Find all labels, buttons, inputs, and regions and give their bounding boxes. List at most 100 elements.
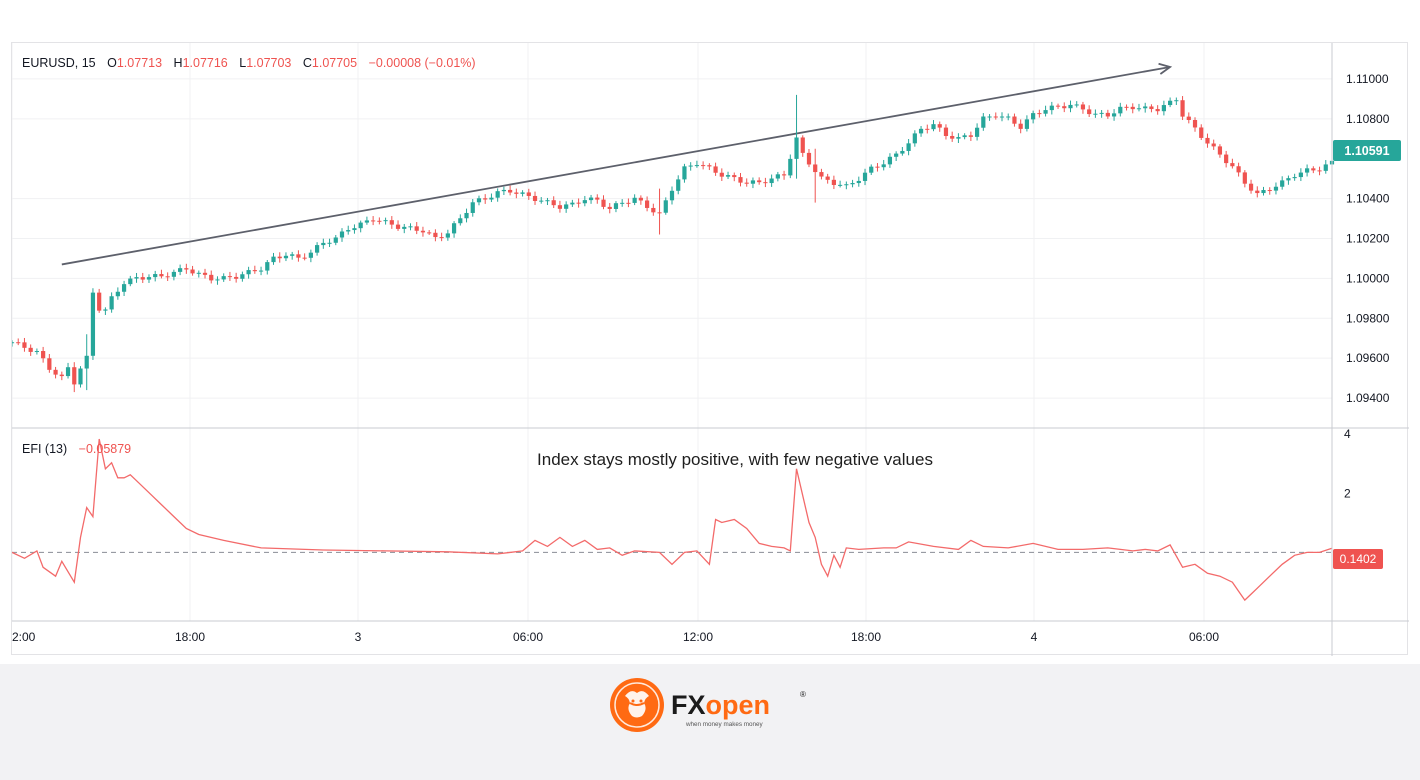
candle-body bbox=[1093, 113, 1098, 115]
candle-body bbox=[912, 133, 917, 144]
efi-legend: EFI (13) −0.05879 bbox=[22, 442, 131, 456]
candle-body bbox=[1180, 100, 1185, 117]
candle-body bbox=[352, 228, 357, 231]
candle-body bbox=[520, 192, 525, 194]
candle-body bbox=[240, 274, 245, 279]
candle-body bbox=[140, 277, 145, 280]
candle-body bbox=[1317, 170, 1322, 172]
candle-body bbox=[1242, 172, 1247, 184]
candle-body bbox=[688, 165, 693, 167]
candle-body bbox=[1261, 190, 1266, 194]
candle-body bbox=[59, 374, 64, 377]
candle-body bbox=[215, 279, 220, 281]
candle-body bbox=[1136, 108, 1142, 110]
candle-body bbox=[1168, 100, 1173, 106]
candle-body bbox=[539, 200, 544, 202]
candle-body bbox=[750, 180, 756, 184]
candle-body bbox=[1031, 113, 1036, 120]
candle-body bbox=[595, 197, 600, 200]
candle-body bbox=[825, 176, 830, 180]
open-label: O bbox=[107, 56, 117, 70]
candle-body bbox=[90, 292, 96, 356]
candle-body bbox=[420, 230, 426, 233]
candle-body bbox=[719, 172, 724, 177]
candle-body bbox=[22, 342, 27, 348]
time-tick-label: 18:00 bbox=[851, 630, 881, 644]
candle-body bbox=[470, 202, 475, 213]
candle-body bbox=[869, 166, 874, 173]
candle-body bbox=[339, 231, 345, 238]
candle-body bbox=[713, 166, 718, 173]
candle-body bbox=[962, 135, 967, 138]
candle-body bbox=[1062, 106, 1067, 109]
low-value: 1.07703 bbox=[246, 56, 291, 70]
candle-body bbox=[1049, 105, 1054, 111]
candle-body bbox=[551, 200, 556, 206]
candle-body bbox=[1230, 163, 1235, 167]
trendline bbox=[61, 66, 1171, 266]
candle-body bbox=[458, 218, 463, 224]
candle-body bbox=[1118, 106, 1123, 114]
candle-body bbox=[732, 175, 737, 178]
candle-body bbox=[1304, 168, 1310, 173]
candle-body bbox=[227, 276, 233, 278]
candle-body bbox=[128, 278, 133, 285]
efi-line bbox=[12, 438, 1333, 602]
candle-body bbox=[1130, 106, 1135, 110]
chart-canvas[interactable]: 1.11000 1.10800 1.10400 1.10200 1.10000 1.098… bbox=[12, 43, 1409, 656]
candle-body bbox=[875, 166, 880, 168]
candle-body bbox=[632, 197, 637, 203]
candle-body bbox=[794, 137, 799, 159]
candle-body bbox=[1298, 172, 1303, 178]
grid-lines bbox=[12, 43, 1332, 621]
candle-body bbox=[234, 276, 239, 279]
candle-body bbox=[358, 222, 363, 229]
candle-body bbox=[813, 164, 818, 173]
candle-body bbox=[41, 351, 46, 359]
candle-body bbox=[626, 202, 631, 204]
candle-body bbox=[202, 272, 208, 275]
candle-body bbox=[844, 184, 849, 186]
price-tick-label: 1.10800 bbox=[1346, 112, 1390, 126]
brand-wordmark: FXopen bbox=[671, 690, 770, 720]
price-tick-label: 1.10400 bbox=[1346, 192, 1390, 206]
candle-body bbox=[613, 203, 619, 209]
candle-body bbox=[545, 200, 550, 202]
trendline-arrowhead bbox=[1158, 62, 1173, 75]
time-tick-label: 3 bbox=[355, 630, 362, 644]
candle-body bbox=[346, 230, 351, 232]
candle-body bbox=[744, 182, 749, 184]
candle-body bbox=[526, 192, 531, 196]
trendline-layer bbox=[61, 62, 1173, 266]
time-tick-label: 06:00 bbox=[1189, 630, 1219, 644]
efi-pane bbox=[12, 438, 1333, 602]
candle-body bbox=[439, 237, 444, 239]
candle-body bbox=[190, 269, 195, 274]
candle-body bbox=[277, 256, 282, 259]
candle-body bbox=[1074, 104, 1079, 106]
candle-body bbox=[993, 116, 998, 118]
price-tick-label: 1.10000 bbox=[1346, 271, 1390, 285]
candle-body bbox=[402, 226, 407, 229]
candle-body bbox=[296, 254, 301, 258]
candle-body bbox=[445, 233, 450, 238]
candle-body bbox=[414, 226, 419, 231]
candle-body bbox=[28, 347, 33, 352]
candle-body bbox=[651, 207, 656, 213]
candle-body bbox=[1105, 112, 1110, 117]
candle-body bbox=[495, 191, 500, 198]
candle-body bbox=[265, 262, 270, 271]
symbol-interval-label: EURUSD, 15 bbox=[22, 56, 96, 70]
candle-body bbox=[1055, 105, 1061, 107]
candle-body bbox=[570, 202, 575, 205]
candle-body bbox=[800, 137, 805, 153]
time-tick-label: 2:00 bbox=[12, 630, 36, 644]
candle-body bbox=[153, 274, 158, 278]
candle-body bbox=[377, 220, 382, 222]
candle-body bbox=[925, 128, 930, 130]
candle-body bbox=[476, 198, 482, 203]
candle-body bbox=[1292, 177, 1297, 179]
chart-panel[interactable]: 1.11000 1.10800 1.10400 1.10200 1.10000 1.098… bbox=[11, 42, 1409, 656]
candle-body bbox=[1311, 168, 1316, 171]
candle-body bbox=[121, 284, 127, 292]
